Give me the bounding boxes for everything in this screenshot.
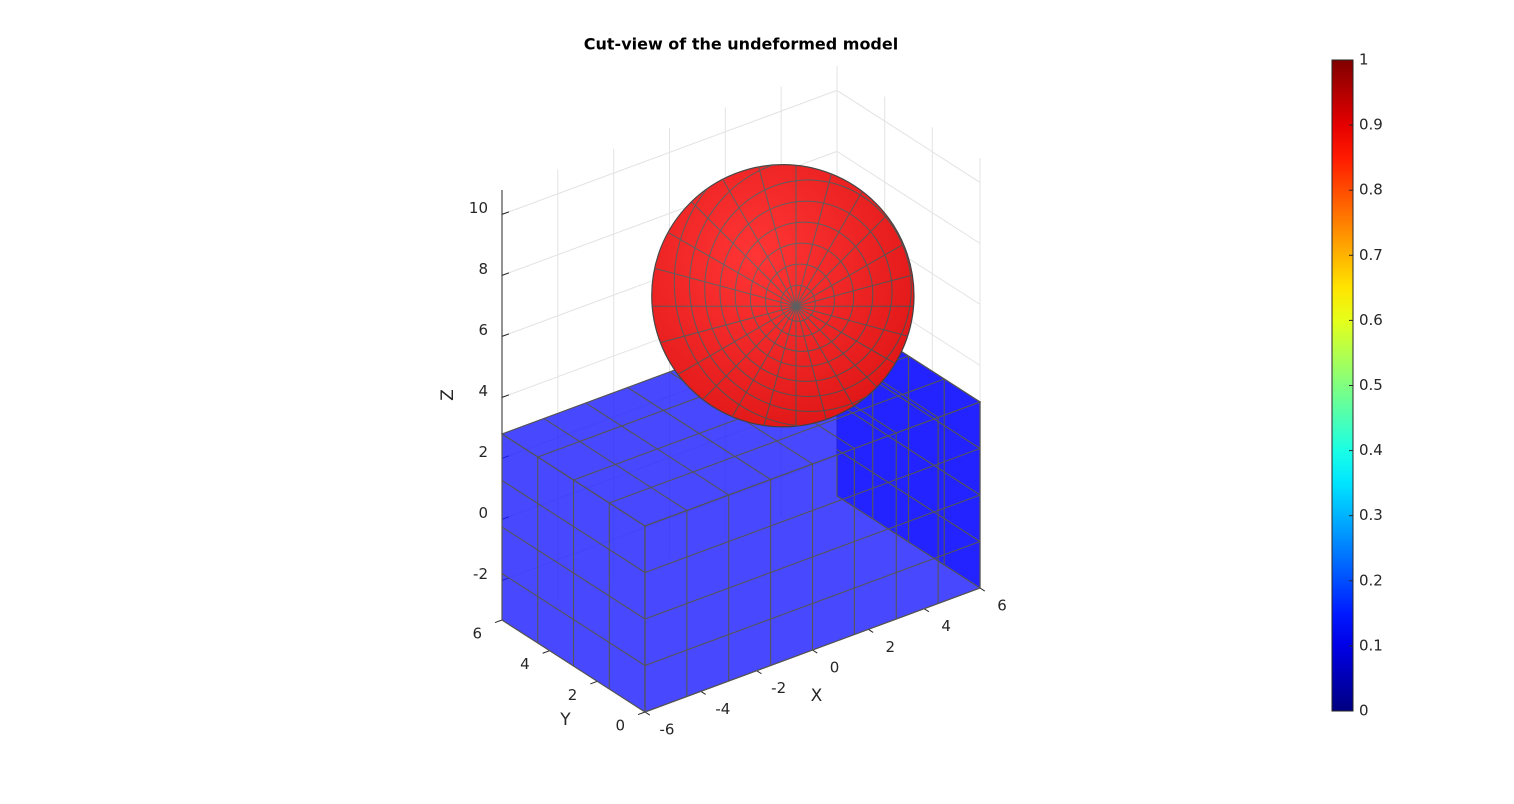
y-tick <box>590 680 598 685</box>
mesh-line <box>644 494 981 620</box>
x-tick <box>756 670 762 675</box>
x-tick <box>700 690 706 695</box>
y-tick <box>542 650 550 654</box>
colorbar-tick-label: 0.7 <box>1359 246 1383 264</box>
y-tick <box>494 619 503 624</box>
grid-line <box>836 150 981 244</box>
colorbar-tick-label: 1 <box>1359 51 1369 69</box>
z-tick-label: 10 <box>469 199 488 217</box>
x-tick-label: 6 <box>997 597 1007 615</box>
colorbar-tick-label: 0.9 <box>1359 116 1383 134</box>
x-tick <box>923 608 930 613</box>
z-tick-label: 2 <box>478 443 488 461</box>
y-tick-label: 6 <box>472 625 482 643</box>
chart-title: Cut-view of the undeformed model <box>584 35 898 54</box>
z-tick <box>501 333 510 337</box>
x-tick <box>979 587 986 592</box>
colorbar-tick-label: 0.2 <box>1359 571 1383 589</box>
x-tick-label: -2 <box>771 679 786 697</box>
x-tick-label: -6 <box>660 721 675 739</box>
colorbar-tick-label: 0 <box>1359 702 1369 720</box>
x-tick <box>812 649 818 654</box>
x-tick-label: 4 <box>941 617 951 635</box>
colorbar-tick-label: 0.1 <box>1359 636 1383 654</box>
mesh-line <box>836 402 981 496</box>
x-axis-label: X <box>811 686 823 706</box>
colorbar-tick-label: 0.3 <box>1359 506 1383 524</box>
colorbar-tick-label: 0.8 <box>1359 181 1383 199</box>
z-tick <box>501 394 510 398</box>
z-tick-label: 0 <box>478 504 488 522</box>
y-tick-label: 4 <box>520 655 530 673</box>
x-tick-label: 0 <box>830 659 840 677</box>
z-tick <box>501 272 510 276</box>
z-tick-label: 4 <box>478 382 488 400</box>
mesh-line <box>501 480 646 573</box>
grid-line <box>501 89 838 215</box>
colorbar-tick-label: 0.5 <box>1359 376 1383 394</box>
y-tick <box>637 711 646 716</box>
z-tick <box>501 211 510 215</box>
x-tick-label: 2 <box>886 638 896 656</box>
z-axis-label: Z <box>438 389 458 401</box>
mesh-line <box>644 540 981 667</box>
colorbar-tick-label: 0.6 <box>1359 311 1383 329</box>
mesh-line <box>501 526 646 620</box>
z-tick-label: -2 <box>473 565 488 583</box>
y-axis-label: Y <box>559 710 571 730</box>
colorbar-tick-label: 0.4 <box>1359 441 1383 459</box>
y-tick-label: 0 <box>615 717 625 735</box>
mesh-line <box>501 573 646 666</box>
x-tick <box>644 711 651 716</box>
sphere-shade <box>651 164 915 427</box>
grid-line <box>836 89 981 183</box>
y-tick-label: 2 <box>568 686 578 704</box>
x-tick <box>868 628 874 633</box>
z-tick-label: 6 <box>478 321 488 339</box>
z-tick-label: 8 <box>478 260 488 278</box>
mesh-line <box>644 447 981 573</box>
mesh-line <box>609 378 945 504</box>
x-tick-label: -4 <box>715 700 730 718</box>
mesh-line <box>836 449 981 542</box>
